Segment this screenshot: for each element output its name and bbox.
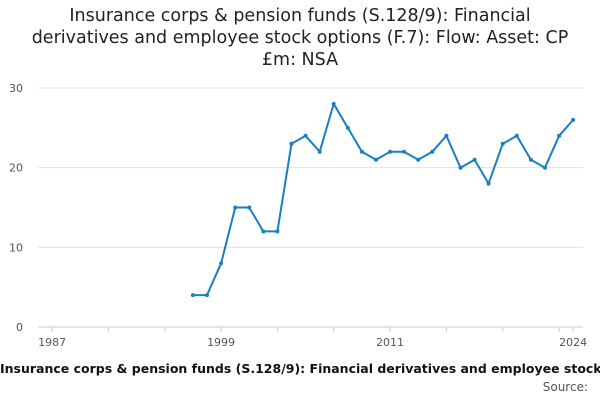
data-point xyxy=(233,205,238,210)
data-point xyxy=(444,133,449,138)
data-point xyxy=(543,165,547,170)
data-point xyxy=(402,149,407,154)
y-tick-label: 20 xyxy=(9,162,23,175)
data-point xyxy=(205,293,209,298)
data-point xyxy=(331,101,336,106)
source-label: Source: xyxy=(542,380,588,394)
x-tick-label: 2024 xyxy=(559,336,587,349)
data-point xyxy=(289,141,294,146)
y-tick-label: 10 xyxy=(9,241,23,254)
chart-title: Insurance corps & pension funds (S.128/9… xyxy=(31,6,569,70)
data-point xyxy=(219,261,224,266)
x-tick-label: 2011 xyxy=(376,336,404,349)
y-axis: 0 10 20 30 xyxy=(9,82,23,334)
data-point xyxy=(472,157,477,162)
series-group xyxy=(190,101,576,298)
gridlines xyxy=(38,87,583,248)
legend-entry: Insurance corps & pension funds (S.128/9… xyxy=(0,361,600,376)
series-line xyxy=(192,102,574,297)
y-tick-label: 0 xyxy=(16,321,23,334)
y-tick-label: 30 xyxy=(9,82,23,95)
data-point xyxy=(317,149,322,154)
data-point xyxy=(528,157,533,162)
data-point xyxy=(190,293,195,298)
data-point xyxy=(571,117,576,122)
x-axis xyxy=(38,326,583,332)
x-tick-label: 1999 xyxy=(207,336,235,349)
data-point xyxy=(458,165,463,170)
data-point xyxy=(261,229,266,234)
data-point xyxy=(388,149,393,154)
x-tick-labels: 1987 1999 2011 2024 xyxy=(38,336,587,349)
data-point xyxy=(430,149,435,154)
data-point xyxy=(486,181,491,186)
data-point xyxy=(374,157,378,162)
data-point xyxy=(359,149,364,154)
data-point xyxy=(345,125,350,130)
data-point xyxy=(275,229,280,234)
data-point xyxy=(416,157,421,162)
x-tick-label: 1987 xyxy=(38,336,66,349)
data-point xyxy=(514,133,519,138)
data-point xyxy=(247,205,252,210)
data-point xyxy=(557,133,562,138)
data-point xyxy=(500,141,505,146)
data-point xyxy=(303,133,308,138)
